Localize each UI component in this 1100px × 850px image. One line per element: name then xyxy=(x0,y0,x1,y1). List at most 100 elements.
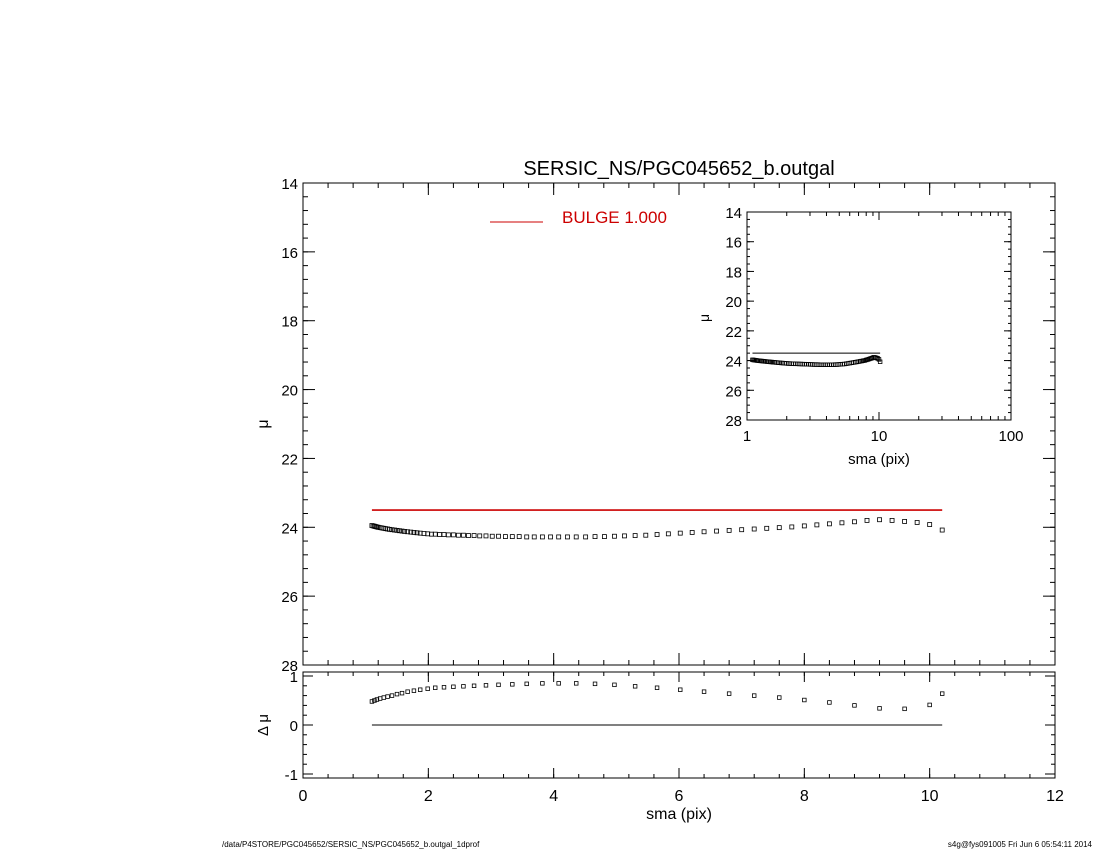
res-y-tick-label: -1 xyxy=(285,767,298,784)
res-data-point xyxy=(592,681,598,687)
main-data-point xyxy=(466,533,471,538)
inset-y-tick-label: 18 xyxy=(725,264,742,281)
inset-y-tick-label: 14 xyxy=(725,205,742,222)
res-data-point xyxy=(678,687,683,692)
main-data-point xyxy=(399,528,405,534)
main-data-point xyxy=(583,534,589,540)
footer-user-stamp: s4g@fys091005 Fri Jun 6 05:54:11 2014 xyxy=(947,840,1092,849)
res-data-point xyxy=(777,695,782,700)
main-data-point xyxy=(503,534,508,539)
res-data-point xyxy=(827,700,832,705)
main-data-point xyxy=(397,528,402,534)
res-data-point xyxy=(451,684,456,689)
res-data-point xyxy=(385,694,390,699)
main-data-point xyxy=(489,533,495,539)
main-data-point xyxy=(902,519,907,524)
inset-x-tick-label: 100 xyxy=(998,428,1023,445)
main-data-point xyxy=(827,521,832,527)
main-y-tick-label: 20 xyxy=(281,383,298,400)
main-data-point xyxy=(556,534,562,540)
main-data-point xyxy=(654,532,660,537)
main-data-point xyxy=(524,534,530,540)
main-data-point xyxy=(389,527,395,533)
res-x-tick-label: 2 xyxy=(424,788,433,805)
main-data-point xyxy=(801,523,807,529)
main-data-point xyxy=(839,520,845,526)
main-data-point xyxy=(483,533,489,539)
res-data-point xyxy=(510,682,515,687)
res-data-point xyxy=(654,685,660,690)
res-data-point xyxy=(726,691,732,696)
main-data-point xyxy=(764,525,770,531)
inset-y-tick-label: 20 xyxy=(725,294,742,311)
main-data-point xyxy=(622,533,627,539)
main-data-point xyxy=(927,522,933,527)
footer-path: /data/P4STORE/PGC045652/SERSIC_NS/PGC045… xyxy=(222,840,480,849)
main-data-point xyxy=(394,527,400,533)
res-data-point xyxy=(372,698,377,703)
res-y-axis-label: Δ μ xyxy=(255,714,272,736)
res-data-point xyxy=(701,689,707,694)
inset-data-point xyxy=(875,356,881,361)
main-data-point xyxy=(602,534,607,539)
main-data-point xyxy=(471,533,477,538)
res-data-point xyxy=(417,687,423,692)
main-data-point xyxy=(450,532,456,538)
main-data-point xyxy=(889,518,895,523)
main-y-tick-label: 14 xyxy=(281,176,298,193)
main-data-point xyxy=(776,525,782,531)
main-y-tick-label: 24 xyxy=(281,520,298,537)
inset-x-tick-label: 10 xyxy=(871,428,888,445)
main-data-point xyxy=(689,530,695,535)
res-data-point xyxy=(632,684,638,689)
main-data-point xyxy=(751,526,757,532)
main-data-point xyxy=(612,533,617,539)
res-data-point xyxy=(612,682,617,688)
inset-y-tick-label: 22 xyxy=(725,324,742,341)
res-data-point xyxy=(877,706,882,711)
main-data-point xyxy=(411,530,417,535)
legend-label-bulge: BULGE 1.000 xyxy=(562,208,667,227)
res-data-point xyxy=(461,684,466,689)
inset-data-point xyxy=(865,357,870,362)
res-data-point xyxy=(524,681,529,687)
chart-title: SERSIC_NS/PGC045652_b.outgal xyxy=(523,158,834,180)
inset-y-axis-label: μ xyxy=(696,314,712,322)
main-data-point xyxy=(789,524,795,530)
res-data-point xyxy=(389,693,395,698)
res-data-point xyxy=(425,686,430,691)
main-data-point xyxy=(677,530,683,536)
main-data-point xyxy=(701,529,707,535)
res-y-tick-label: 0 xyxy=(290,718,298,735)
res-data-point xyxy=(399,690,405,696)
res-x-tick-label: 8 xyxy=(800,788,809,805)
res-y-tick-label: 1 xyxy=(290,669,298,686)
res-data-point xyxy=(852,703,857,708)
main-data-point xyxy=(445,532,451,538)
inset-x-tick-label: 1 xyxy=(743,428,751,445)
main-data-point xyxy=(739,527,745,533)
res-data-point xyxy=(483,683,489,688)
main-data-point xyxy=(548,534,553,540)
main-data-point xyxy=(456,532,461,538)
res-data-point xyxy=(496,682,501,688)
main-data-point xyxy=(852,519,857,525)
main-y-tick-label: 16 xyxy=(281,245,298,262)
main-y-tick-label: 28 xyxy=(281,658,298,675)
res-x-tick-label: 0 xyxy=(299,788,308,805)
main-data-point xyxy=(531,534,537,540)
main-data-point xyxy=(864,518,870,523)
res-x-tick-label: 4 xyxy=(549,788,558,805)
main-data-point xyxy=(437,532,443,537)
main-data-point xyxy=(477,533,483,539)
res-data-point xyxy=(940,691,945,696)
res-data-point xyxy=(540,681,545,686)
main-data-point xyxy=(516,534,522,539)
main-data-point xyxy=(726,527,732,533)
main-y-tick-label: 22 xyxy=(281,451,298,468)
res-data-point xyxy=(574,681,579,686)
main-data-point xyxy=(414,530,420,536)
res-data-point xyxy=(405,689,410,694)
